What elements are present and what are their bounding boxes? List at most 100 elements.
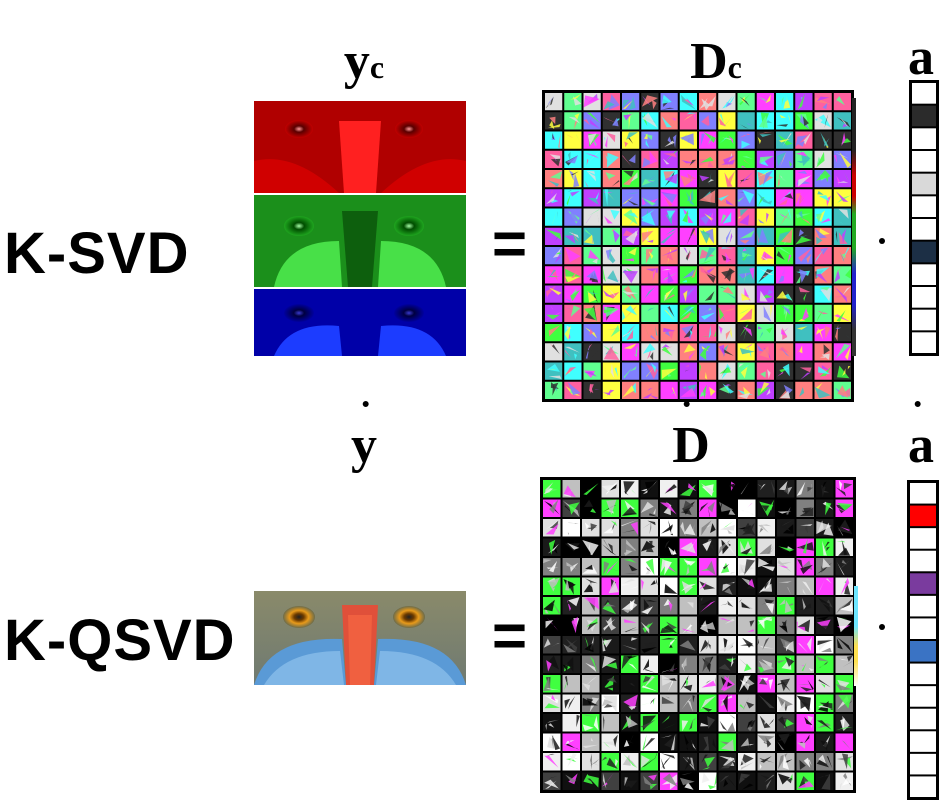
dictionary-atom — [776, 170, 794, 188]
dictionary-atom — [737, 343, 755, 361]
dictionary-atom — [582, 519, 600, 537]
dictionary-atom — [795, 131, 813, 149]
equals-sign-kqsvd: = — [492, 602, 528, 669]
dictionary-atom — [582, 597, 600, 615]
dictionary-atom — [835, 675, 853, 693]
dictionary-atom — [583, 266, 601, 284]
dictionary-atom — [679, 266, 697, 284]
dictionary-atom — [621, 538, 639, 556]
dictionary-atom — [737, 381, 755, 399]
dictionary-atom — [776, 247, 794, 265]
vector-coefficient-zero — [910, 686, 936, 707]
dictionary-atom — [640, 558, 658, 576]
dictionary-atom — [543, 558, 561, 576]
dictionary-atom — [602, 150, 620, 168]
dictionary-atom — [660, 170, 678, 188]
dictionary-atom — [699, 93, 717, 111]
dictionary-atom — [621, 675, 639, 693]
dictionary-atom — [601, 753, 619, 771]
dictionary-atom — [718, 266, 736, 284]
dictionary-atom — [699, 753, 717, 771]
dictionary-atom — [756, 285, 774, 303]
dictionary-atom — [679, 112, 697, 130]
dictionary-atom — [545, 381, 563, 399]
dictionary-atom — [835, 538, 853, 556]
dictionary-atom — [641, 285, 659, 303]
dictionary-atom — [582, 655, 600, 673]
dictionary-atom — [738, 694, 756, 712]
dictionary-atom — [582, 714, 600, 732]
dictionary-atom — [660, 227, 678, 245]
vector-coefficient-zero — [912, 151, 936, 172]
d-symbol-text: D — [690, 33, 728, 90]
dictionary-atom — [718, 636, 736, 654]
dictionary-atom — [816, 519, 834, 537]
dictionary-atom — [622, 227, 640, 245]
dictionary-atom — [757, 519, 775, 537]
dictionary-atom — [795, 285, 813, 303]
dictionary-atom — [543, 655, 561, 673]
y-c-symbol: yc — [334, 36, 394, 88]
dictionary-atom — [757, 636, 775, 654]
dictionary-atom — [679, 131, 697, 149]
dictionary-atom — [660, 538, 678, 556]
dictionary-atom — [564, 189, 582, 207]
dictionary-atom — [718, 538, 736, 556]
dictionary-atom — [564, 227, 582, 245]
dictionary-atom — [776, 208, 794, 226]
dictionary-atom — [545, 150, 563, 168]
dictionary-atom — [564, 208, 582, 226]
dictionary-atom — [602, 324, 620, 342]
dictionary-atom — [738, 519, 756, 537]
dictionary-atom — [718, 480, 736, 498]
dictionary-atom — [835, 519, 853, 537]
dictionary-atom — [660, 675, 678, 693]
dictionary-atom — [756, 170, 774, 188]
dictionary-atom — [660, 733, 678, 751]
dictionary-atom — [718, 131, 736, 149]
dictionary-atom — [814, 247, 832, 265]
dictionary-atom — [545, 208, 563, 226]
dictionary-atom — [679, 208, 697, 226]
dictionary-atom — [583, 208, 601, 226]
dictionary-atom — [816, 714, 834, 732]
dictionary-atom — [583, 285, 601, 303]
dictionary-atom — [543, 733, 561, 751]
dictionary-atom — [833, 208, 851, 226]
dictionary-atom — [814, 381, 832, 399]
dictionary-atom — [737, 227, 755, 245]
dictionary-atom — [737, 247, 755, 265]
dictionary-atom — [622, 150, 640, 168]
vector-coefficient-zero — [910, 731, 936, 752]
dictionary-atom — [816, 558, 834, 576]
dictionary-atom — [777, 616, 795, 634]
dictionary-atom — [756, 247, 774, 265]
y-dot-symbol: y — [336, 420, 392, 472]
dictionary-atom — [756, 266, 774, 284]
dictionary-atom — [814, 227, 832, 245]
dictionary-atom — [621, 480, 639, 498]
dictionary-atom — [660, 93, 678, 111]
dictionary-atom — [737, 266, 755, 284]
dictionary-atom — [777, 694, 795, 712]
dictionary-atom — [602, 285, 620, 303]
dictionary-atom — [660, 150, 678, 168]
dictionary-atom — [833, 324, 851, 342]
dictionary-atom — [737, 324, 755, 342]
dictionary-atom — [641, 170, 659, 188]
dictionary-atom — [562, 577, 580, 595]
dictionary-atom — [814, 266, 832, 284]
dictionary-atom — [601, 714, 619, 732]
dictionary-atom — [699, 150, 717, 168]
dictionary-atom — [622, 343, 640, 361]
rgb-channels-image — [254, 101, 466, 356]
dictionary-atom — [601, 597, 619, 615]
dictionary-atom — [582, 558, 600, 576]
dictionary-atom — [621, 753, 639, 771]
dictionary-atom — [679, 772, 697, 790]
dictionary-atom — [738, 675, 756, 693]
dictionary-atom — [543, 597, 561, 615]
dictionary-atom — [796, 616, 814, 634]
color-dictionary-svg — [545, 93, 851, 399]
dictionary-atom — [699, 480, 717, 498]
